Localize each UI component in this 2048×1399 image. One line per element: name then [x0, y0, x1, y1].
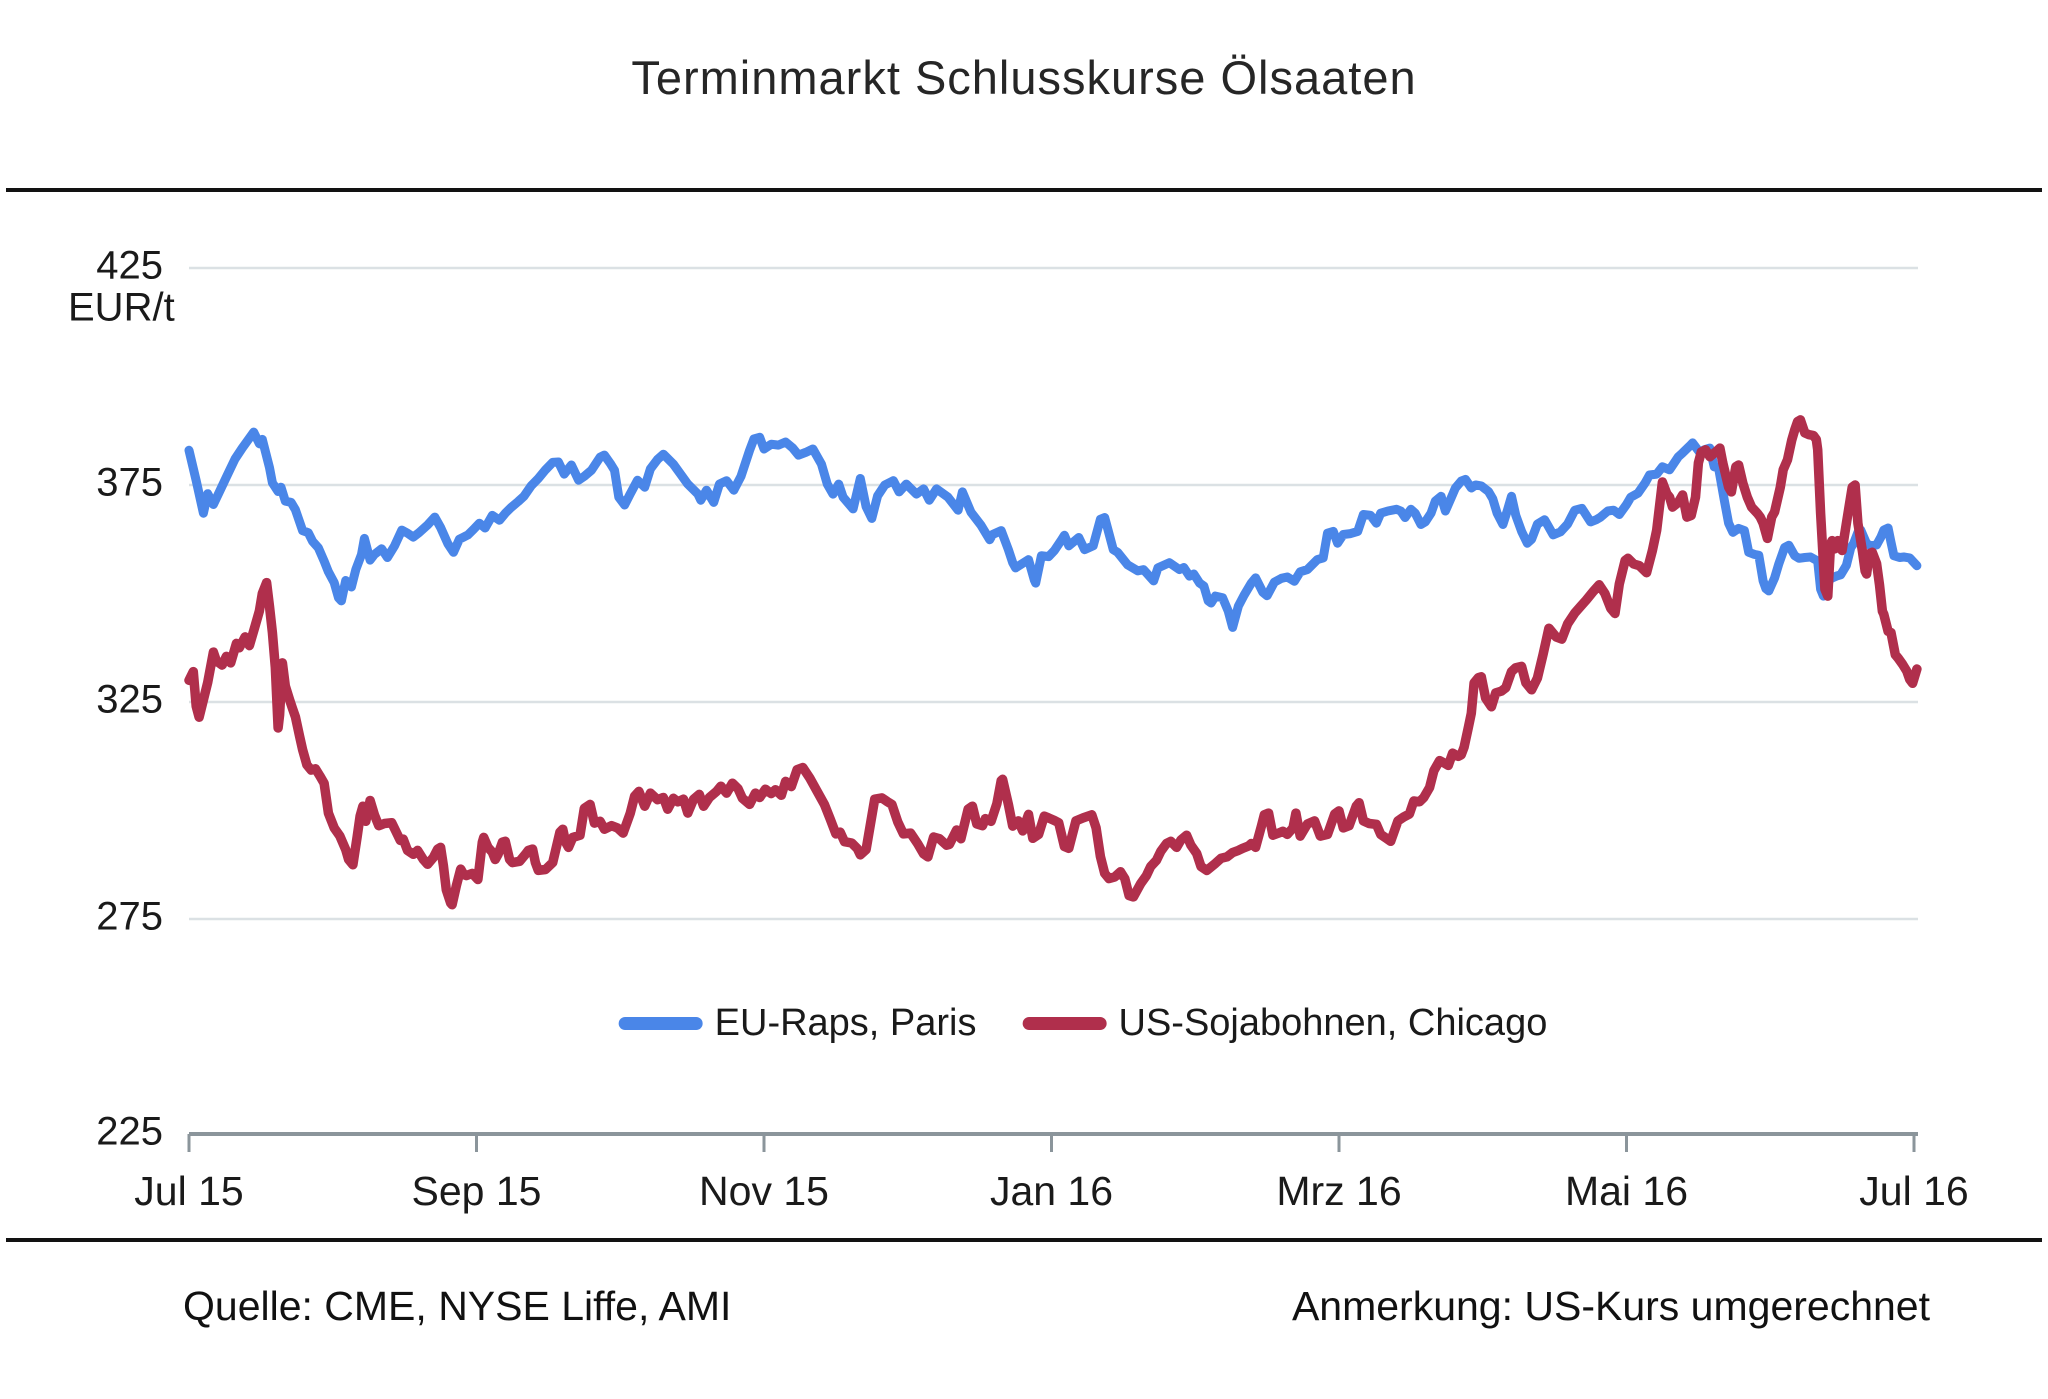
series-us-sojabohnen-line: [184, 415, 1922, 910]
chart-legend: EU-Raps, Paris US-Sojabohnen, Chicago: [618, 1002, 1548, 1045]
legend-item: EU-Raps, Paris: [618, 1002, 977, 1045]
y-axis-unit-label: EUR/t: [68, 285, 175, 330]
x-tick-label-mrz-16: Mrz 16: [1276, 1168, 1402, 1214]
page-title: Terminmarkt Schlusskurse Ölsaaten: [631, 51, 1417, 104]
y-tick-label-425: 425: [96, 243, 163, 288]
x-tick-label-nov-15: Nov 15: [699, 1168, 829, 1214]
legend-label: EU-Raps, Paris: [714, 1002, 977, 1044]
legend-swatch-icon: [1022, 1017, 1107, 1030]
x-tick-label-jan-16: Jan 16: [989, 1168, 1114, 1214]
x-tick-label-jul-16: Jul 16: [1859, 1168, 1969, 1214]
y-tick-label-375: 375: [96, 460, 163, 505]
x-tick-label-sep-15: Sep 15: [411, 1168, 542, 1214]
x-tick-label-jul-15: Jul 15: [134, 1168, 244, 1214]
footer-note: Anmerkung: US-Kurs umgerechnet: [1291, 1283, 1930, 1329]
legend-swatch-icon: [618, 1017, 703, 1030]
y-tick-label-225: 225: [96, 1109, 163, 1154]
footer-source: Quelle: CME, NYSE Liffe, AMI: [183, 1283, 732, 1329]
legend-item: US-Sojabohnen, Chicago: [1022, 1002, 1548, 1045]
top-divider: [6, 188, 2042, 192]
y-tick-label-325: 325: [96, 677, 163, 722]
bottom-divider: [6, 1238, 2042, 1242]
series-eu-raps-line: [184, 427, 1922, 632]
x-tick-label-mai-16: Mai 16: [1564, 1168, 1689, 1214]
legend-label: US-Sojabohnen, Chicago: [1118, 1002, 1548, 1044]
y-tick-label-275: 275: [96, 894, 163, 939]
